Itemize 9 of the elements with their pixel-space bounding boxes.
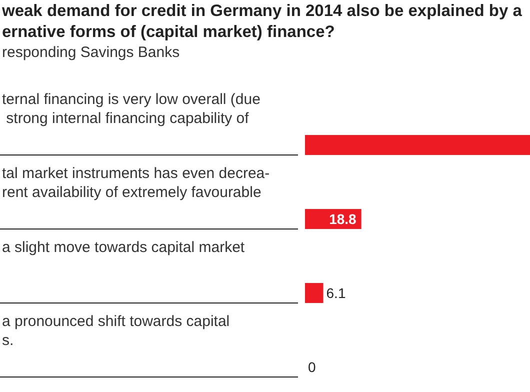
chart-title: weak demand for credit in Germany in 2014 also be explained by a ernative forms of (capital market) finance? bbox=[2, 2, 522, 42]
y-tick-label: a slight move towards capital market bbox=[2, 239, 246, 256]
y-tick-label: ternal financing is very low overall (due strong internal financing capability of bbox=[2, 91, 260, 127]
data-label: 0 bbox=[308, 359, 316, 375]
y-tick-label: tal market instruments has even decrea- rent availability of extremely favourable bbox=[2, 165, 270, 201]
text: responding Savings Banks bbox=[2, 44, 180, 61]
y-tick-label: a pronounced shift towards capital s. bbox=[2, 313, 230, 349]
data-label: 6.1 bbox=[326, 285, 346, 301]
data-label: 18.8 bbox=[329, 211, 357, 227]
